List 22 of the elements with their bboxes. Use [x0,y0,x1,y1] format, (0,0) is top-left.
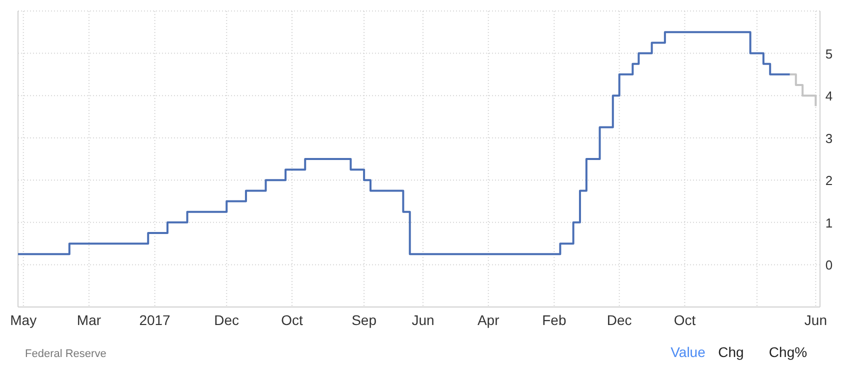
x-tick-label: Dec [606,312,632,328]
x-tick-label: Sep [352,312,377,328]
text: Federal Reserve [25,348,106,360]
y-tick-label: 3 [825,130,833,146]
y-tick-label: 0 [825,258,833,273]
x-tick-label: May [10,312,37,328]
x-tick-label: Apr [477,312,500,328]
y-tick-label: 5 [825,46,833,62]
text: Chg [718,344,744,360]
y-tick-label: 4 [825,88,833,104]
x-tick-label: Dec [214,312,240,328]
y-tick-label: 1 [825,215,833,230]
x-tick-label: Oct [281,312,303,328]
x-tick-label: Jun [412,312,434,328]
text: Value [670,344,706,360]
x-tick-label: Jun [804,312,827,328]
x-tick-label: Mar [76,312,102,328]
x-tick-label: 2017 [139,312,171,328]
x-tick-label: Feb [542,312,566,328]
text: Chg% [768,344,808,360]
x-tick-label: Oct [674,312,696,328]
y-tick-label: 2 [825,173,833,188]
